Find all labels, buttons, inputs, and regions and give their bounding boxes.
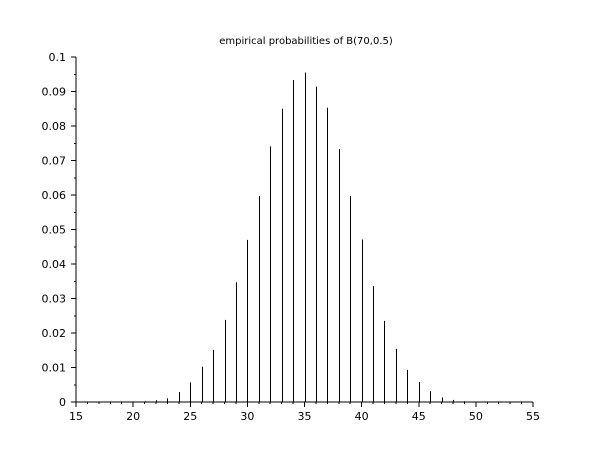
y-tick-label: 0.09 — [42, 86, 67, 99]
x-tick-label: 50 — [469, 410, 483, 423]
y-tick-label: 0.1 — [49, 51, 67, 64]
y-tick-label: 0 — [59, 396, 66, 409]
x-tick-label: 55 — [526, 410, 540, 423]
x-axis: 15 20 25 30 35 40 45 50 55 — [69, 401, 540, 423]
x-tick-label: 25 — [183, 410, 197, 423]
chart-title: empirical probabilities of B(70,0.5) — [219, 36, 393, 47]
y-tick-label: 0.06 — [42, 189, 67, 202]
x-tick-label: 35 — [298, 410, 312, 423]
x-tick-label: 15 — [69, 410, 83, 423]
bars — [133, 72, 477, 402]
y-tick-label: 0.02 — [42, 327, 67, 340]
y-tick-label: 0.04 — [42, 258, 67, 271]
y-tick-label: 0.08 — [42, 120, 67, 133]
y-tick-label: 0.07 — [42, 155, 67, 168]
y-tick-label: 0.05 — [42, 224, 67, 237]
y-tick-label: 0.03 — [42, 293, 67, 306]
x-tick-label: 30 — [240, 410, 254, 423]
y-tick-label: 0.01 — [42, 362, 67, 375]
x-tick-label: 40 — [355, 410, 369, 423]
x-tick-label: 45 — [412, 410, 426, 423]
x-tick-label: 20 — [126, 410, 140, 423]
y-axis: 0 0.01 0.02 0.03 0.04 0.05 0.06 0.07 0.08 0.09 0.1 — [42, 51, 77, 409]
